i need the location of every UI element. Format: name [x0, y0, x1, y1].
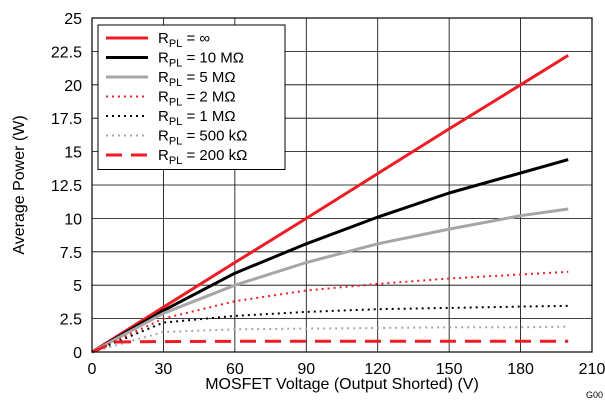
x-tick-label: 120 [364, 361, 391, 378]
y-tick-label: 2.5 [60, 312, 82, 329]
x-tick-label: 30 [155, 361, 173, 378]
legend-label-value: = 500 kΩ [182, 128, 247, 145]
y-tick-label: 22.5 [51, 44, 82, 61]
legend-label: RPL = 2 MΩ [158, 89, 236, 109]
series-layer [91, 54, 569, 354]
legend-label: RPL = 200 kΩ [158, 147, 247, 167]
legend-label-subscript: PL [169, 97, 182, 109]
plot-frame [91, 17, 593, 353]
legend-label: RPL = 1 MΩ [158, 108, 236, 128]
x-tick-label: 150 [436, 361, 463, 378]
x-tick-label: 180 [507, 361, 534, 378]
legend-label-subscript: PL [169, 136, 182, 148]
series-line-7 [91, 339, 569, 354]
y-tick-label: 5 [73, 278, 82, 295]
legend-label-value: = 2 MΩ [182, 89, 235, 106]
legend-label-subscript: PL [169, 116, 182, 128]
y-tick-label: 7.5 [60, 245, 82, 262]
legend-label-subscript: PL [169, 58, 182, 70]
legend-label: RPL = 5 MΩ [158, 69, 236, 89]
series-line-2 [91, 158, 569, 354]
y-tick-label: 17.5 [51, 111, 82, 128]
y-tick-label: 20 [64, 78, 82, 95]
x-tick-label: 210 [579, 361, 605, 378]
series-line-3 [91, 207, 569, 354]
legend-label-subscript: PL [169, 38, 182, 50]
legend-box [97, 24, 286, 170]
y-axis-label: Average Power (W) [11, 115, 28, 254]
legend-label-main: R [158, 50, 169, 67]
y-tick-label: 0 [73, 345, 82, 362]
series-line-4 [91, 270, 569, 353]
legend-label-value: = 10 MΩ [182, 50, 244, 67]
x-axis-label: MOSFET Voltage (Output Shorted) (V) [205, 376, 479, 393]
legend-label-main: R [158, 30, 169, 47]
legend-label-main: R [158, 147, 169, 164]
legend-label-main: R [158, 69, 169, 86]
legend-label: RPL = 500 kΩ [158, 128, 247, 148]
legend-label: RPL = 10 MΩ [158, 50, 244, 70]
legend-label-subscript: PL [169, 155, 182, 167]
series-line-1 [91, 54, 569, 354]
y-axis-ticks: 0 2.5 5 7.5 10 12.5 15 17.5 20 22.5 25 [51, 11, 82, 362]
x-tick-label: 60 [226, 361, 244, 378]
legend-label-value: = 1 MΩ [182, 108, 235, 125]
x-tick-label: 90 [297, 361, 315, 378]
y-tick-label: 10 [64, 211, 82, 228]
y-tick-label: 25 [64, 11, 82, 28]
legend-label-value: = ∞ [182, 30, 210, 47]
legend-label: RPL = ∞ [158, 30, 210, 50]
legend-label-main: R [158, 89, 169, 106]
x-axis-ticks: 0 30 60 90 120 150 180 210 [88, 361, 605, 378]
y-tick-label: 12.5 [51, 178, 82, 195]
y-tick-label: 15 [64, 145, 82, 162]
x-tick-label: 0 [88, 361, 97, 378]
figure-id: G00 [586, 390, 603, 400]
legend-label-main: R [158, 128, 169, 145]
legend-label-subscript: PL [169, 77, 182, 89]
legend-label-main: R [158, 108, 169, 125]
series-line-6 [91, 325, 569, 353]
legend-label-value: = 5 MΩ [182, 69, 235, 86]
legend-label-value: = 200 kΩ [182, 147, 247, 164]
